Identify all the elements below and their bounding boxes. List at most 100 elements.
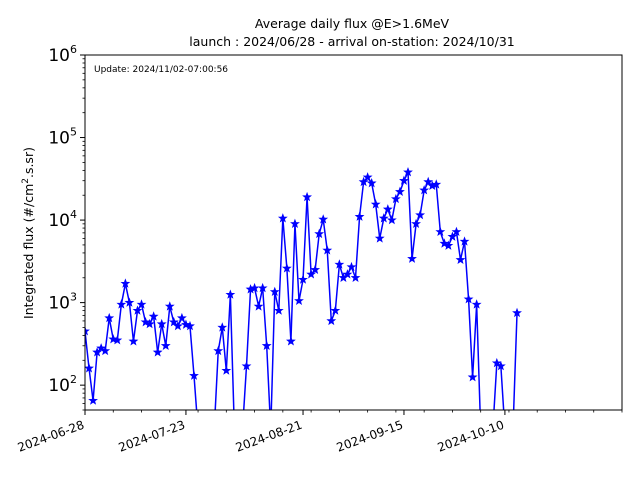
series-line-segment <box>334 263 341 312</box>
data-point <box>261 340 272 350</box>
data-point <box>403 167 413 177</box>
data-point <box>306 269 317 279</box>
series-line-segment <box>302 196 308 281</box>
data-point <box>172 320 183 331</box>
y-axis-label-sup: 2 <box>21 178 31 184</box>
series-line-segment <box>282 217 288 270</box>
x-tick-label: 2024-07-23 <box>117 418 187 455</box>
data-point <box>116 299 127 309</box>
data-point <box>395 186 405 196</box>
data-point <box>104 312 115 323</box>
y-axis-label: Integrated flux (#/cm2.s.sr) <box>21 147 36 319</box>
series-line-segment <box>242 365 248 410</box>
x-tick-label: 2024-10-10 <box>436 418 506 455</box>
y-tick-label: 103 <box>48 291 77 314</box>
series-line-segment <box>455 231 462 261</box>
data-point <box>273 305 284 315</box>
data-point <box>221 365 232 375</box>
series-line-segment <box>322 218 329 252</box>
data-point <box>85 326 90 336</box>
series-line-segment <box>189 325 195 377</box>
data-point <box>241 360 252 371</box>
series-line-segment <box>265 345 271 410</box>
data-point <box>330 305 341 315</box>
series-line-segment <box>193 374 198 410</box>
data-point <box>85 363 94 373</box>
series-line-segment <box>407 171 413 260</box>
series-line-segment <box>358 181 365 218</box>
data-point <box>277 213 288 223</box>
data-point <box>96 343 107 353</box>
data-point <box>399 175 409 185</box>
series-line-segment <box>120 282 127 306</box>
series-line-segment <box>88 367 94 402</box>
data-point <box>152 347 163 357</box>
data-point <box>144 318 155 329</box>
series-line-segment <box>435 183 442 233</box>
data-point <box>269 286 280 297</box>
data-point <box>471 299 482 309</box>
series-line-segment <box>493 362 498 410</box>
series-line-segment <box>471 303 478 378</box>
data-point <box>447 231 458 241</box>
series-line-segment <box>108 317 115 340</box>
data-point <box>286 336 296 346</box>
data-point <box>225 289 236 299</box>
series-line-segment <box>419 189 425 216</box>
series-line-segment <box>314 233 320 271</box>
data-point <box>128 336 139 346</box>
data-point <box>160 340 171 350</box>
series-line-segment <box>152 315 159 354</box>
x-tick-label: 2024-09-15 <box>335 418 405 455</box>
data-point <box>346 261 357 272</box>
series-line-segment <box>225 293 232 372</box>
series-line-segment <box>500 365 505 410</box>
y-tick-label: 106 <box>48 43 77 66</box>
data-point <box>415 209 426 220</box>
data-point <box>455 254 466 264</box>
series-layer <box>85 167 522 410</box>
data-point <box>314 228 325 239</box>
series-line-segment <box>306 196 312 276</box>
series-line-segment <box>411 223 417 260</box>
series-line-segment <box>463 240 470 300</box>
series-line-segment <box>165 305 171 347</box>
data-point <box>370 199 381 209</box>
series-line-segment <box>116 303 123 341</box>
data-point <box>213 345 224 356</box>
data-point <box>112 335 123 345</box>
data-point <box>136 299 147 309</box>
data-point <box>185 320 195 331</box>
series-line-segment <box>298 278 304 302</box>
data-point <box>298 274 308 284</box>
data-point <box>431 179 442 189</box>
chart-subtitle: launch : 2024/06/28 - arrival on-station… <box>189 34 514 49</box>
data-point <box>164 301 175 311</box>
series-line-segment <box>278 217 284 312</box>
data-point <box>512 307 522 318</box>
data-point <box>189 370 199 380</box>
data-point <box>132 305 143 315</box>
data-point <box>467 371 478 382</box>
data-point <box>350 272 361 282</box>
data-point <box>281 263 292 273</box>
data-point <box>382 204 393 214</box>
data-point <box>459 236 470 246</box>
series-line-segment <box>245 288 252 367</box>
data-point <box>249 282 260 293</box>
data-point <box>386 214 397 225</box>
data-point <box>451 226 462 237</box>
data-point <box>378 213 389 223</box>
series-line-segment <box>354 215 361 279</box>
series-line-segment <box>221 326 228 372</box>
chart-title: Average daily flux @E>1.6MeV <box>255 16 450 31</box>
data-point <box>362 172 373 182</box>
data-point <box>495 360 506 371</box>
data-point <box>419 185 430 195</box>
data-point <box>463 294 474 304</box>
series-line-segment <box>229 293 235 410</box>
data-point <box>439 238 450 248</box>
data-point <box>181 319 191 329</box>
y-axis-label-tail: .s.sr) <box>21 147 36 178</box>
